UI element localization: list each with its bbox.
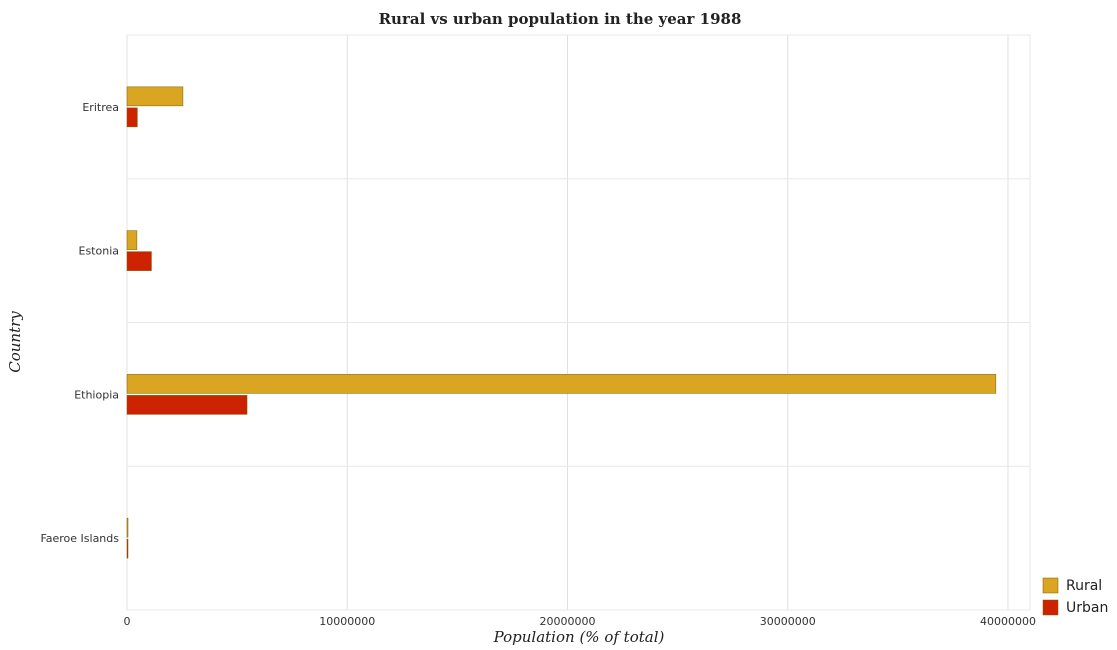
bar-urban-eritrea [127, 108, 137, 127]
bar-rural-estonia [127, 231, 137, 250]
x-tick-label: 30000000 [760, 615, 816, 628]
y-tick-label: Ethiopia [74, 388, 119, 401]
bar-urban-ethiopia [127, 395, 247, 414]
bar-urban-estonia [127, 252, 151, 271]
chart-title: Rural vs urban population in the year 19… [379, 10, 742, 28]
y-ticks: Eritrea Estonia Ethiopia Faeroe Islands [40, 101, 119, 545]
bar-rural-ethiopia [127, 374, 996, 393]
x-tick-label: 40000000 [980, 615, 1036, 628]
legend-label-rural: Rural [1066, 578, 1102, 594]
x-tick-label: 20000000 [539, 615, 595, 628]
x-tick-label: 10000000 [319, 615, 375, 628]
legend: Rural Urban [1043, 578, 1108, 616]
grid [127, 35, 1030, 610]
y-tick-label: Faeroe Islands [40, 532, 119, 545]
bar-urban-faeroe-islands [127, 539, 128, 558]
y-tick-label: Eritrea [82, 101, 119, 114]
legend-swatch-rural [1043, 578, 1058, 593]
y-axis-title: Country [6, 311, 24, 373]
x-ticks: 0 10000000 20000000 30000000 40000000 [124, 615, 1036, 628]
x-tick-label: 0 [124, 615, 131, 628]
x-axis-title: Population (% of total) [493, 628, 665, 646]
y-tick-label: Estonia [79, 245, 120, 258]
legend-label-urban: Urban [1066, 600, 1108, 616]
bar-rural-eritrea [127, 87, 183, 106]
bar-rural-faeroe-islands [127, 518, 128, 537]
legend-swatch-urban [1043, 600, 1058, 615]
